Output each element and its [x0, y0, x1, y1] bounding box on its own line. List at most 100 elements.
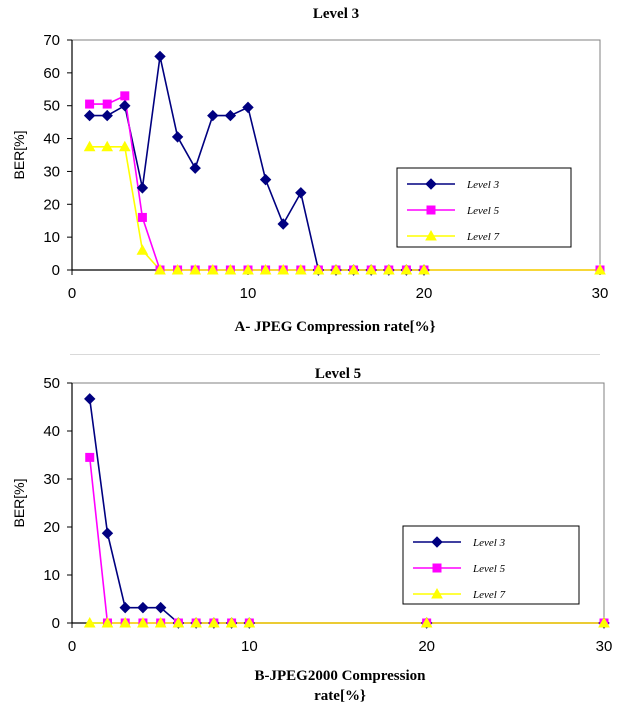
- data-point-level-7: [365, 263, 378, 275]
- data-point-level-7: [119, 616, 132, 628]
- data-point-level-5: [102, 99, 112, 109]
- data-point-level-7: [83, 616, 96, 628]
- data-point-level-5: [85, 452, 95, 462]
- data-point-level-7: [243, 616, 256, 628]
- legend-label-level-7: Level 7: [466, 231, 500, 243]
- x-axis-label: A- JPEG Compression rate[%}: [234, 319, 435, 335]
- x-axis-label: rate[%}: [314, 688, 366, 704]
- data-point-level-3: [154, 50, 166, 63]
- data-point-level-7: [259, 263, 272, 275]
- x-tick-label: 10: [241, 638, 258, 655]
- x-tick-label: 30: [592, 285, 609, 302]
- y-tick-label: 40: [43, 423, 60, 440]
- x-tick-label: 20: [416, 285, 433, 302]
- legend-box: [396, 167, 572, 248]
- legend-label-level-3: Level 3: [472, 537, 506, 549]
- y-axis-label: BER[%]: [11, 478, 27, 527]
- y-tick-label: 20: [43, 196, 60, 213]
- y-tick-label: 10: [43, 229, 60, 246]
- data-point-level-7: [101, 140, 114, 152]
- legend-box: [402, 525, 580, 605]
- data-point-level-7: [189, 263, 202, 275]
- y-tick-label: 20: [43, 519, 60, 536]
- y-tick-label: 0: [52, 615, 60, 632]
- data-point-level-3: [189, 162, 201, 174]
- data-point-level-7: [137, 616, 149, 628]
- data-point-level-7: [224, 263, 237, 275]
- data-point-level-3: [154, 601, 167, 614]
- legend-marker-level-5: [432, 563, 442, 573]
- data-point-level-7: [347, 263, 360, 275]
- legend-marker-level-3: [431, 536, 443, 548]
- y-tick-label: 30: [43, 471, 60, 488]
- chart-title: Level 3: [313, 6, 359, 22]
- data-point-level-7: [206, 263, 219, 275]
- legend-marker-level-7: [431, 587, 443, 599]
- data-point-level-3: [136, 182, 149, 194]
- data-point-level-7: [277, 263, 290, 275]
- data-point-level-7: [400, 263, 413, 275]
- data-point-level-3: [119, 100, 131, 112]
- data-point-level-3: [101, 109, 113, 122]
- data-point-level-5: [85, 99, 95, 109]
- data-point-level-7: [208, 616, 220, 628]
- data-point-level-3: [84, 393, 96, 405]
- data-point-level-7: [312, 263, 325, 275]
- legend-marker-level-7: [425, 229, 437, 241]
- data-point-level-7: [154, 616, 167, 628]
- data-point-level-7: [225, 616, 238, 628]
- x-tick-label: 0: [68, 285, 76, 302]
- legend-label-level-5: Level 5: [466, 205, 500, 217]
- data-point-level-3: [277, 218, 289, 230]
- data-point-level-7: [594, 263, 606, 275]
- legend-label-level-3: Level 3: [466, 179, 500, 191]
- y-tick-label: 50: [43, 375, 60, 392]
- x-tick-label: 20: [418, 638, 435, 655]
- data-point-level-7: [420, 616, 433, 628]
- legend-label-level-7: Level 7: [472, 589, 506, 601]
- data-point-level-3: [207, 109, 219, 122]
- y-tick-label: 50: [43, 98, 60, 115]
- data-point-level-3: [171, 131, 184, 143]
- data-point-level-7: [154, 263, 166, 275]
- chart-title: Level 5: [315, 366, 361, 382]
- y-tick-label: 30: [43, 163, 60, 180]
- jpeg-ber-chart: Level 3 0 10 20 30 40 50 60 70 0 10 20 30 BER[%] A- JP…: [11, 6, 609, 335]
- data-point-level-7: [382, 263, 395, 275]
- data-point-level-7: [242, 263, 254, 275]
- data-point-level-7: [136, 244, 149, 255]
- x-tick-label: 10: [240, 285, 257, 302]
- data-point-level-3: [242, 101, 254, 114]
- data-point-level-3: [137, 601, 149, 614]
- legend-marker-level-5: [426, 205, 436, 215]
- data-point-level-5: [137, 212, 147, 222]
- y-tick-label: 10: [43, 567, 60, 584]
- y-tick-label: 40: [43, 131, 60, 148]
- x-axis-label: B-JPEG2000 Compression: [255, 668, 427, 684]
- legend-label-level-5: Level 5: [472, 563, 506, 575]
- data-point-level-5: [120, 91, 130, 101]
- data-point-level-3: [101, 527, 114, 539]
- y-tick-label: 70: [43, 32, 60, 49]
- legend-marker-level-3: [425, 178, 437, 190]
- chart-divider: [70, 354, 600, 355]
- data-point-level-3: [119, 601, 131, 614]
- x-tick-label: 30: [596, 638, 613, 655]
- data-point-level-3: [259, 173, 272, 186]
- y-tick-label: 60: [43, 65, 60, 82]
- data-point-level-7: [418, 263, 430, 275]
- x-tick-label: 0: [68, 638, 76, 655]
- data-point-level-7: [330, 263, 342, 275]
- data-point-level-7: [294, 263, 307, 275]
- data-point-level-7: [171, 263, 184, 275]
- data-point-level-7: [172, 616, 185, 628]
- data-point-level-3: [224, 109, 237, 122]
- data-point-level-7: [190, 616, 202, 628]
- y-tick-label: 0: [52, 262, 60, 279]
- data-point-level-7: [83, 140, 96, 152]
- data-point-level-3: [295, 187, 307, 199]
- data-point-level-7: [101, 616, 114, 628]
- jpeg2000-ber-chart: Level 5 0 10 20 30 40 50 0 10 20 30 BER[%] B-JPEG200…: [11, 366, 613, 704]
- data-point-level-7: [118, 140, 131, 152]
- data-point-level-3: [83, 109, 96, 122]
